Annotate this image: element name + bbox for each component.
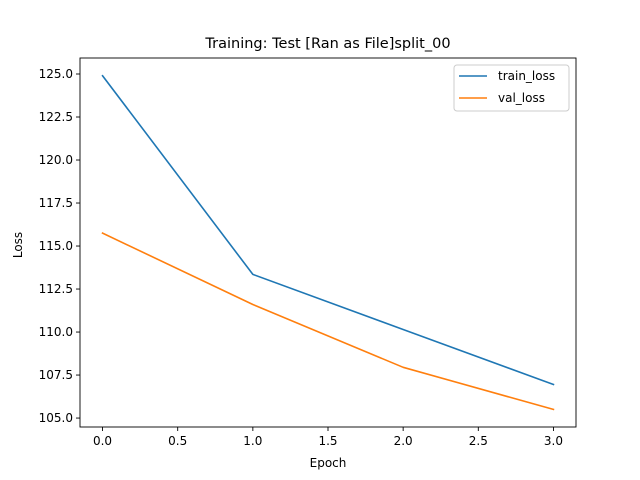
x-axis-label: Epoch <box>310 456 347 470</box>
y-tick-label: 110.0 <box>39 325 73 339</box>
x-tick-label: 0.0 <box>93 434 112 448</box>
y-tick-label: 105.0 <box>39 411 73 425</box>
legend-label-val-loss: val_loss <box>498 91 545 105</box>
y-tick-label: 112.5 <box>39 282 73 296</box>
y-tick-label: 117.5 <box>39 196 73 210</box>
chart-title: Training: Test [Ran as File]split_00 <box>204 36 450 52</box>
legend-label-train-loss: train_loss <box>498 69 555 83</box>
y-tick-label: 122.5 <box>39 110 73 124</box>
y-tick-label: 107.5 <box>39 368 73 382</box>
y-tick-label: 125.0 <box>39 67 73 81</box>
plot-area <box>101 74 555 411</box>
x-tick-label: 1.0 <box>243 434 262 448</box>
x-tick-label: 2.0 <box>394 434 413 448</box>
series-line-train-loss <box>101 74 555 386</box>
axes: 0.0 0.5 1.0 1.5 2.0 2.5 3.0 105.0 107.5 110.0 112.… <box>39 57 577 448</box>
x-tick-label: 1.5 <box>318 434 337 448</box>
series-line-val-loss <box>101 232 555 411</box>
legend: train_loss val_loss <box>453 64 570 112</box>
x-tick-label: 0.5 <box>168 434 187 448</box>
y-tick-label: 115.0 <box>39 239 73 253</box>
x-tick-label: 2.5 <box>469 434 488 448</box>
y-tick-label: 120.0 <box>39 153 73 167</box>
y-axis-label: Loss <box>11 232 25 258</box>
x-tick-label: 3.0 <box>544 434 563 448</box>
